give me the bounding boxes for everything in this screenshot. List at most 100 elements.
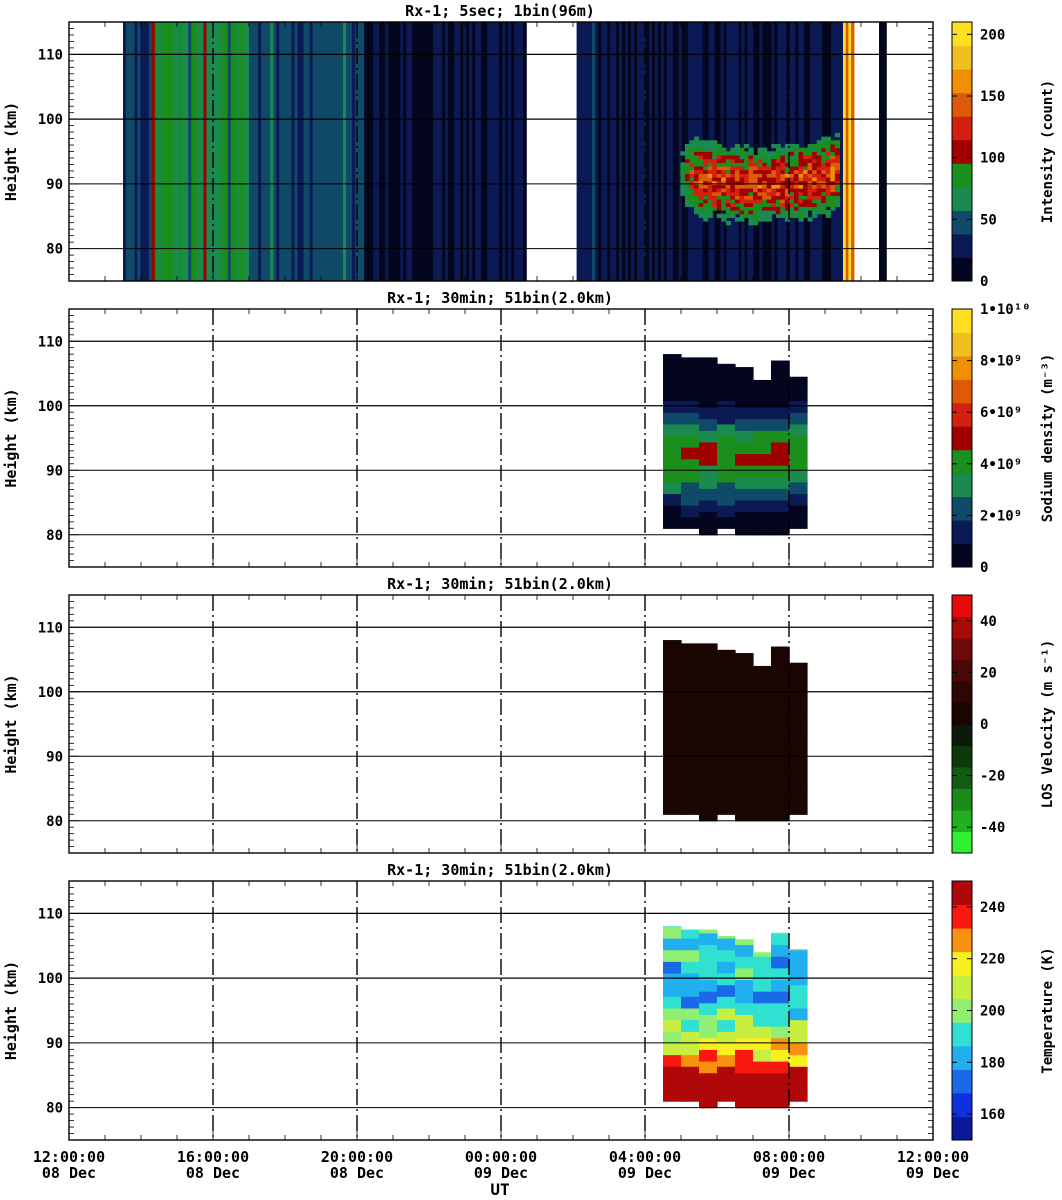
data-cell [771, 523, 790, 536]
layer-cell [830, 169, 836, 174]
data-cell [699, 643, 718, 648]
data-cell [789, 791, 808, 804]
layer-cell [721, 217, 727, 222]
layer-cell [757, 213, 763, 218]
intensity-strip-1-9 [179, 22, 183, 281]
data-cell [735, 1061, 754, 1074]
intensity-strip-1-10 [182, 22, 186, 281]
layer-cell [789, 191, 795, 196]
x-tick-date: 09 Dec [474, 1164, 528, 1182]
data-cell [681, 929, 700, 939]
layer-cell [707, 154, 713, 160]
intensity-strip-3-12 [400, 22, 404, 281]
layer-cell [766, 154, 772, 160]
layer-cell [766, 184, 772, 189]
intensity-strip-2-30 [339, 22, 344, 281]
intensity-strip-5-17 [648, 22, 653, 281]
intensity-strip-2-12 [285, 22, 290, 281]
data-cell [663, 640, 682, 641]
layer-cell [766, 202, 772, 207]
layer-cell [793, 206, 800, 211]
data-cell [681, 435, 700, 448]
layer-cell [834, 154, 840, 160]
layer-cell [703, 217, 709, 222]
colorbar-tick-label: 220 [980, 952, 1005, 968]
layer-cell [712, 169, 718, 174]
intensity-strip-5-3 [607, 22, 611, 281]
layer-cell [698, 195, 704, 200]
data-cell [681, 470, 700, 483]
data-cell [771, 1061, 790, 1074]
layer-cell [766, 206, 772, 211]
data-cell [717, 1042, 736, 1056]
data-cell [789, 1089, 808, 1102]
data-cell [771, 499, 790, 513]
layer-cell [834, 147, 840, 152]
intensity-strip-5-25 [672, 22, 677, 281]
x-tick-time: 20:00:00 [321, 1148, 393, 1166]
layer-cell [703, 165, 709, 171]
data-cell [753, 1002, 772, 1015]
data-cell [735, 956, 754, 969]
colorbar-label: Temperature (K) [1040, 947, 1056, 1073]
data-cell [789, 674, 808, 688]
layer-cell [689, 184, 695, 189]
layer-cell [753, 165, 759, 171]
intensity-strip-5-24 [669, 22, 674, 281]
layer-cell [793, 169, 800, 174]
layer-cell [762, 198, 768, 204]
layer-cell [780, 147, 786, 152]
layer-cell [725, 154, 731, 160]
layer-cell [821, 173, 827, 178]
layer-cell [830, 143, 836, 149]
layer-cell [707, 184, 713, 189]
layer-cell [812, 195, 818, 200]
data-cell [753, 704, 772, 717]
data-cell [699, 360, 718, 373]
panel-4: 80 90 100 110 Rx-1; 30min; 51bin(2.0km) Heigh… [2, 861, 1056, 1141]
intensity-strip-1-18 [206, 22, 211, 281]
intensity-strip-5-6 [616, 22, 620, 281]
data-cell [699, 774, 718, 787]
data-cell [663, 388, 682, 402]
intensity-strip-6-0 [843, 22, 847, 281]
intensity-strip-5-16 [645, 22, 650, 281]
layer-cell [712, 165, 718, 171]
data-cell [717, 949, 736, 962]
data-cell [789, 376, 808, 378]
data-cell [717, 1007, 736, 1021]
data-cell [789, 709, 808, 723]
data-cell [789, 686, 808, 699]
layer-cell [812, 202, 818, 207]
layer-cell [757, 176, 763, 182]
layer-cell [734, 151, 741, 156]
intensity-strip-0-8 [146, 22, 150, 281]
layer-cell [775, 202, 781, 207]
layer-cell [680, 187, 686, 193]
layer-cell [712, 143, 718, 149]
intensity-strip-3-23 [433, 22, 437, 281]
intensity-strip-2-19 [306, 22, 311, 281]
layer-cell [744, 143, 750, 149]
colorbar-tick-label: 0 [980, 560, 988, 576]
layer-cell [694, 162, 700, 167]
intensity-strip-0-9 [148, 22, 153, 281]
y-tick-label: 90 [46, 177, 63, 193]
intensity-strip-0-0 [123, 22, 127, 281]
intensity-strip-2-15 [294, 22, 299, 281]
layer-cell [689, 195, 695, 200]
layer-cell [762, 187, 768, 193]
layer-cell [798, 187, 804, 193]
layer-cell [762, 176, 768, 182]
layer-cell [680, 151, 686, 156]
data-cell [735, 669, 754, 683]
layer-cell [716, 198, 722, 204]
data-cell [789, 662, 808, 664]
intensity-strip-2-8 [273, 22, 277, 281]
data-cell [699, 523, 718, 536]
layer-cell [812, 180, 818, 185]
layer-cell [771, 202, 777, 207]
data-cell [699, 1072, 718, 1085]
data-cell [735, 383, 754, 397]
layer-cell [784, 206, 791, 211]
